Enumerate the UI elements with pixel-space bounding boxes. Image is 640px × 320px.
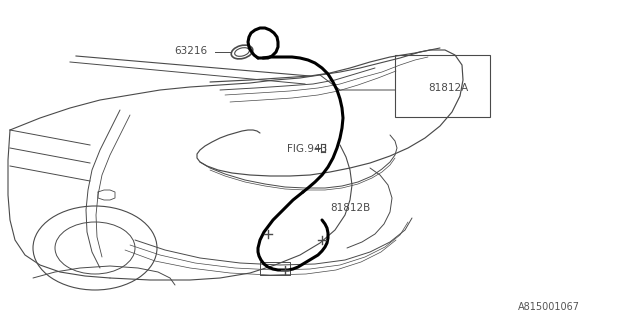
Bar: [395, 55, 490, 117]
Text: 81812A: 81812A: [428, 83, 468, 93]
Text: FIG.943: FIG.943: [287, 144, 327, 154]
Text: A815001067: A815001067: [518, 302, 580, 312]
Text: 63216: 63216: [174, 46, 207, 56]
Text: 81812B: 81812B: [330, 203, 371, 213]
